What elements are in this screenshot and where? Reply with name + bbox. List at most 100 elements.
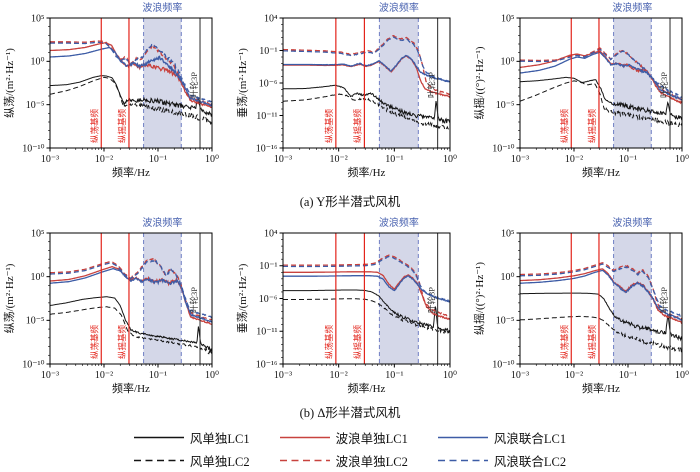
curves [283, 35, 450, 131]
curve-windwave-lc1 [50, 46, 212, 107]
panel-d-surge-svg: 纵荡基频 纵摇基频 叶轮3P 波浪频率 10⁻³ 10⁻² 10⁻¹ 10⁰ 频率/Hz 10⁻¹… [3, 216, 219, 395]
wave-band-label: 波浪频率 [612, 217, 652, 229]
curve-wave-lc1 [520, 50, 682, 105]
y-axis-label: 纵摇/((°)²·Hz⁻¹) [472, 46, 486, 119]
curve-wave-lc1 [50, 266, 212, 325]
panel-d-pitch: 纵荡基频 纵摇基频 叶轮3P 波浪频率 10⁻³ 10⁻² 10⁻¹ 10⁰ 频率/Hz 10⁻¹… [470, 216, 694, 415]
y-axis: 10⁻¹⁶ 10⁻¹¹ 10⁻⁶ 10⁻¹ 10⁴ [256, 13, 283, 154]
curve-wave-lc2 [520, 47, 682, 101]
legend-line-icon [133, 436, 184, 439]
natural-frequency-label: 纵荡基频 [324, 324, 334, 359]
curve-windwave-lc2 [283, 36, 450, 84]
curve-wind-lc2 [520, 315, 682, 353]
svg-text:10⁰: 10⁰ [443, 370, 457, 381]
legend-line-icon [279, 459, 330, 462]
svg-text:10⁻³: 10⁻³ [274, 370, 292, 381]
svg-text:10⁰: 10⁰ [30, 272, 44, 283]
wave-band-label: 波浪频率 [612, 2, 652, 14]
curves [50, 257, 212, 355]
curve-wind-lc1 [520, 292, 682, 342]
x-axis: 10⁻³ 10⁻² 10⁻¹ 10⁰ [41, 148, 219, 165]
wave-band-label: 波浪频率 [142, 2, 182, 14]
x-axis-label: 频率/Hz [112, 165, 150, 179]
x-axis-label: 频率/Hz [348, 381, 386, 395]
curve-wind-lc2 [283, 298, 450, 335]
curve-wave-lc1 [283, 55, 450, 98]
svg-text:10⁰: 10⁰ [500, 272, 514, 283]
natural-frequency-label: 纵摇基频 [352, 108, 362, 143]
svg-text:10⁻¹: 10⁻¹ [149, 154, 167, 165]
svg-text:10⁰: 10⁰ [500, 57, 514, 68]
natural-frequency-label: 纵摇基频 [352, 324, 362, 359]
legend-label: 风单独LC2 [189, 455, 250, 469]
svg-text:10⁻⁵: 10⁻⁵ [26, 316, 45, 327]
svg-text:10⁻³: 10⁻³ [274, 154, 292, 165]
natural-frequency-label: 纵摇基频 [587, 324, 597, 359]
x-axis: 10⁻³ 10⁻² 10⁻¹ 10⁰ [274, 148, 457, 165]
rotor-3p-label: 叶轮3P [659, 287, 669, 313]
curves [50, 40, 212, 125]
natural-frequency-label: 纵摇基频 [587, 108, 597, 143]
y-axis-label: 垂荡/(m²·Hz⁻¹) [236, 263, 249, 333]
legend-label: 波浪单独LC1 [335, 432, 408, 446]
x-axis: 10⁻³ 10⁻² 10⁻¹ 10⁰ [511, 148, 689, 165]
legend-item-windwave-lc2: 风浪联合LC2 [437, 451, 567, 470]
caption-row-b: (b) Δ形半潜式风机 [299, 406, 401, 420]
svg-text:10⁻¹⁰: 10⁻¹⁰ [492, 143, 514, 154]
svg-text:10⁴: 10⁴ [264, 228, 278, 239]
curve-wind-lc1 [520, 76, 682, 121]
y-axis-label: 纵荡/(m²·Hz⁻¹) [3, 48, 16, 118]
wave-band-label: 波浪频率 [379, 217, 419, 229]
wave-band-label: 波浪频率 [142, 217, 182, 229]
curve-wind-lc1 [283, 289, 450, 333]
wave-frequency-band [143, 233, 182, 364]
svg-text:10⁻⁵: 10⁻⁵ [496, 316, 515, 327]
wave-band-label: 波浪频率 [379, 2, 419, 14]
panel-y-surge-svg: 纵荡基频 纵摇基频 叶轮3P 波浪频率 10⁻³ 10⁻² 10⁻¹ 10⁰ 频率/Hz 10⁻¹… [3, 1, 219, 179]
svg-text:10⁻¹⁰: 10⁻¹⁰ [492, 359, 514, 370]
svg-text:10⁻²: 10⁻² [95, 154, 113, 165]
svg-text:10⁻¹: 10⁻¹ [149, 370, 167, 381]
svg-text:10⁻⁵: 10⁻⁵ [26, 100, 45, 111]
curve-windwave-lc2 [50, 258, 212, 319]
svg-text:10⁻²: 10⁻² [330, 154, 348, 165]
wave-frequency-band [143, 18, 182, 148]
wave-frequency-band [379, 233, 419, 364]
curve-windwave-lc1 [520, 269, 682, 322]
curve-wind-lc1 [283, 84, 450, 124]
plot-frame [282, 232, 451, 365]
panel-d-pitch-svg: 纵荡基频 纵摇基频 叶轮3P 波浪频率 10⁻³ 10⁻² 10⁻¹ 10⁰ 频率/Hz 10⁻¹… [472, 216, 689, 395]
wave-frequency-band [613, 18, 652, 148]
curve-windwave-lc2 [520, 263, 682, 318]
curve-wave-lc1 [50, 42, 212, 109]
x-axis-label: 频率/Hz [112, 381, 150, 395]
svg-text:10⁻⁵: 10⁻⁵ [496, 100, 515, 111]
rotor-3p-label: 叶轮3P [189, 287, 199, 313]
panel-y-pitch: 纵荡基频 纵摇基频 叶轮3P 波浪频率 10⁻³ 10⁻² 10⁻¹ 10⁰ 频率/Hz 10⁻¹… [470, 1, 694, 199]
legend-label: 风浪联合LC2 [493, 455, 567, 469]
curve-wave-lc2 [50, 257, 212, 321]
y-axis-label: 纵荡/(m²·Hz⁻¹) [3, 263, 16, 333]
curve-wave-lc2 [283, 254, 450, 317]
plot-frame [519, 232, 683, 365]
svg-text:10⁻³: 10⁻³ [41, 154, 59, 165]
svg-text:10⁻¹: 10⁻¹ [259, 46, 277, 57]
plot-frame [49, 17, 213, 149]
plot-frame [49, 232, 213, 365]
curve-wind-lc2 [520, 80, 682, 128]
svg-text:10⁻¹¹: 10⁻¹¹ [256, 111, 277, 122]
svg-text:10⁻⁶: 10⁻⁶ [259, 78, 278, 89]
legend-item-windwave-lc1: 风浪联合LC1 [437, 428, 566, 447]
svg-text:10⁻¹⁰: 10⁻¹⁰ [22, 359, 44, 370]
legend-item-wave-lc1: 波浪单独LC1 [279, 428, 408, 447]
svg-text:10⁰: 10⁰ [205, 154, 219, 165]
legend-line-icon [133, 459, 184, 462]
plot-frame [282, 17, 451, 149]
legend-item-wind-lc2: 风单独LC2 [133, 451, 250, 470]
curve-windwave-lc2 [50, 41, 212, 103]
curve-windwave-lc1 [50, 268, 212, 323]
svg-text:10⁰: 10⁰ [205, 370, 219, 381]
legend-row-lc1: 风单独LC1 波浪单独LC1 风浪联合LC1 [133, 428, 566, 447]
